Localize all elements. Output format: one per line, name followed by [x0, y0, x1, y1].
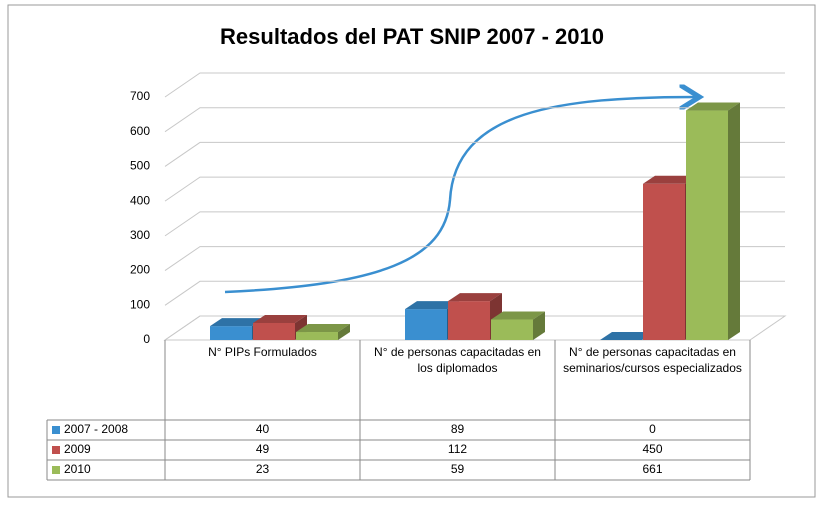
grid-line [164, 211, 785, 237]
y-tick-label: 200 [130, 263, 150, 277]
bar-top [600, 332, 654, 340]
table-value: 0 [649, 422, 656, 436]
y-tick-label: 500 [130, 159, 150, 173]
table-value: 59 [451, 462, 465, 476]
bar [600, 332, 654, 340]
grid-line [164, 107, 785, 133]
legend-label: 2007 - 2008 [64, 422, 128, 436]
grid-line [164, 246, 785, 271]
grid-line [164, 280, 785, 306]
y-tick-label: 300 [130, 228, 150, 242]
category-cell: N° de personas capacitadas en los diplom… [374, 345, 541, 375]
category-cell: N° PIPs Formulados [208, 345, 317, 359]
bar-top [210, 318, 264, 327]
category-label: N° de personas capacitadas en los diplom… [374, 345, 541, 375]
grid-line [164, 176, 785, 202]
legend-swatch [52, 446, 60, 454]
chart-title: Resultados del PAT SNIP 2007 - 2010 [220, 24, 604, 49]
bar-front [686, 110, 728, 340]
bar [686, 102, 740, 340]
y-tick-label: 100 [130, 297, 150, 311]
bar-top [296, 324, 350, 333]
bar-top [643, 175, 697, 184]
bar [296, 324, 350, 340]
bar-top [491, 311, 545, 320]
bar-front [210, 326, 252, 340]
bar-top [253, 314, 307, 323]
table-value: 112 [448, 442, 467, 456]
grid-line [164, 141, 785, 167]
bar-side [338, 324, 350, 340]
category-label: N° de personas capacitadas en seminarios… [563, 345, 742, 375]
bar-front [491, 319, 533, 340]
legend-swatch [52, 466, 60, 474]
trend-arrow [224, 97, 697, 294]
category-cell: N° de personas capacitadas en seminarios… [563, 345, 742, 375]
table-value: 450 [642, 442, 662, 456]
legend-label: 2009 [64, 442, 91, 456]
y-tick-label: 600 [130, 124, 150, 138]
table-value: 23 [256, 462, 270, 476]
bar-front [448, 301, 490, 340]
table-value: 40 [256, 422, 270, 436]
bar [491, 311, 545, 340]
grid-line [164, 315, 785, 341]
y-tick-label: 0 [143, 332, 150, 346]
bar-side [728, 102, 740, 340]
y-tick-label: 400 [130, 193, 150, 207]
grid-line [164, 72, 785, 98]
y-tick-label: 700 [130, 89, 150, 103]
bar-front [296, 332, 338, 340]
bar-front [405, 309, 447, 340]
bar-side [533, 311, 545, 340]
table-value: 661 [642, 462, 662, 476]
bar-top [686, 102, 740, 111]
bar-front [643, 183, 685, 340]
bar-front [253, 322, 295, 340]
bar-top [448, 293, 502, 302]
bar-top [405, 301, 459, 310]
legend-swatch [52, 426, 60, 434]
table-value: 89 [451, 422, 465, 436]
legend-label: 2010 [64, 462, 91, 476]
table-value: 49 [256, 442, 270, 456]
category-label: N° PIPs Formulados [208, 345, 317, 359]
